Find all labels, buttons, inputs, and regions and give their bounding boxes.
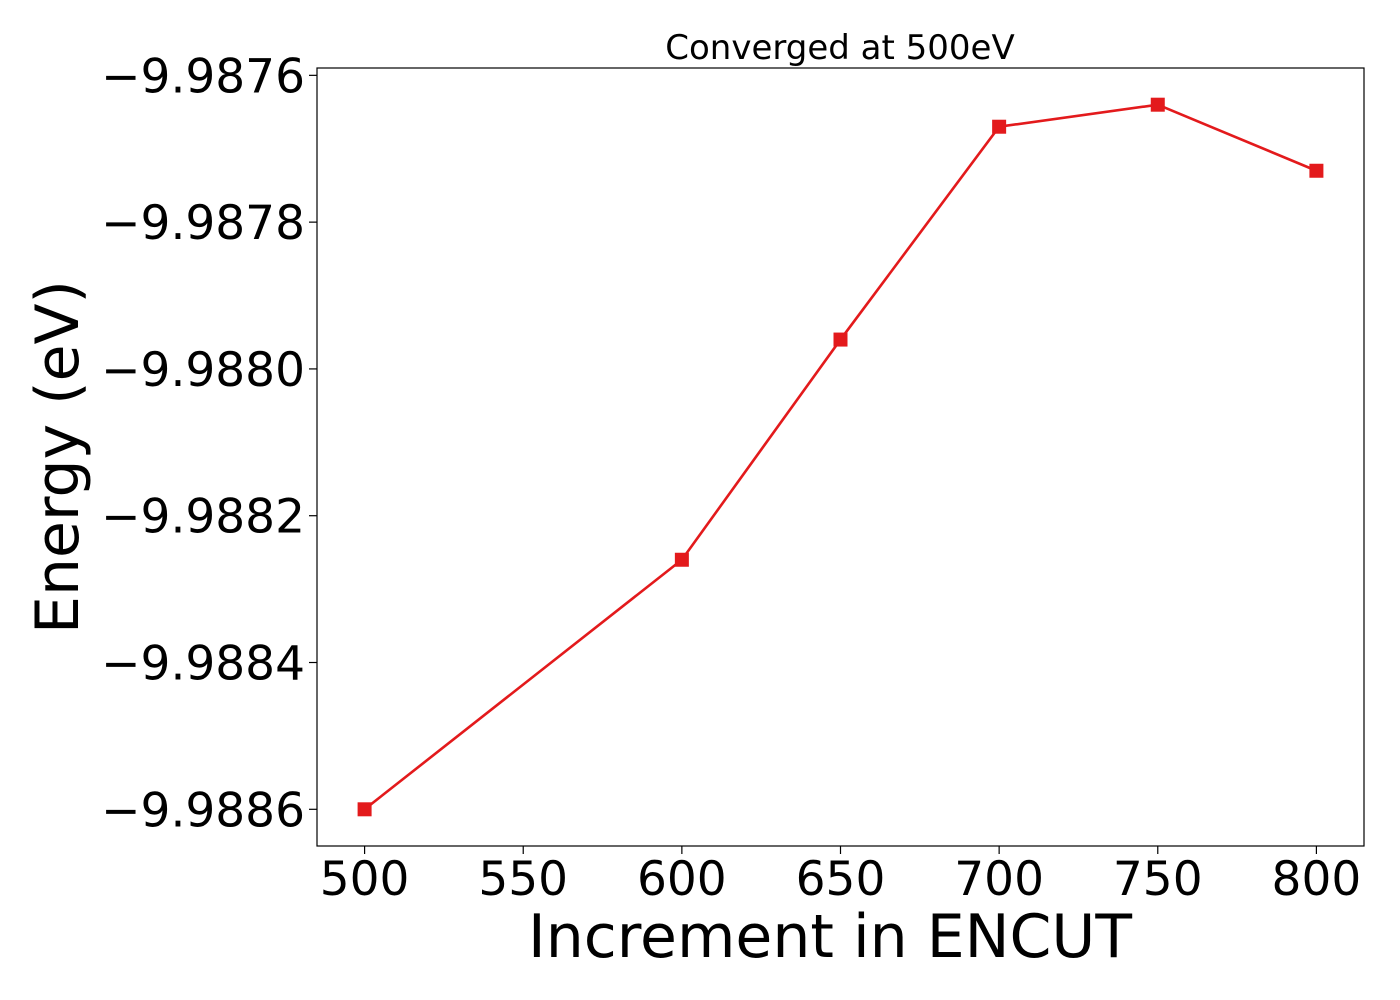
x-tick-label: 550 xyxy=(478,852,568,907)
y-axis-ticks: −9.9886 −9.9884 −9.9882 −9.9880 −9.9878 −9.98… xyxy=(101,49,317,838)
plot-series xyxy=(357,97,1324,817)
data-point-marker xyxy=(1309,163,1324,178)
y-tick-label: −9.9878 xyxy=(101,196,305,251)
x-tick-label: 700 xyxy=(954,852,1044,907)
data-point-marker xyxy=(833,332,848,347)
data-point-marker xyxy=(1150,97,1165,112)
y-tick-label: −9.9884 xyxy=(101,637,305,692)
series-line xyxy=(363,103,1317,811)
data-point-marker xyxy=(674,552,689,567)
y-tick-label: −9.9880 xyxy=(101,343,305,398)
x-tick-label: 800 xyxy=(1272,852,1362,907)
y-tick-label: −9.9886 xyxy=(101,783,305,838)
x-tick-label: 500 xyxy=(320,852,410,907)
x-tick-label: 750 xyxy=(1113,852,1203,907)
chart-title: Converged at 500eV xyxy=(665,28,1014,68)
data-point-marker xyxy=(992,119,1007,134)
x-tick-label: 650 xyxy=(796,852,886,907)
x-axis-ticks: 500 550 600 650 700 750 800 xyxy=(320,846,1362,907)
data-point-marker xyxy=(357,802,372,817)
y-axis-label: Energy (eV) xyxy=(23,280,93,634)
plot-area-frame xyxy=(316,67,1365,847)
x-tick-label: 600 xyxy=(637,852,727,907)
y-tick-label: −9.9882 xyxy=(101,490,305,545)
y-tick-label: −9.9876 xyxy=(101,49,305,104)
x-axis-label: Increment in ENCUT xyxy=(528,902,1132,972)
